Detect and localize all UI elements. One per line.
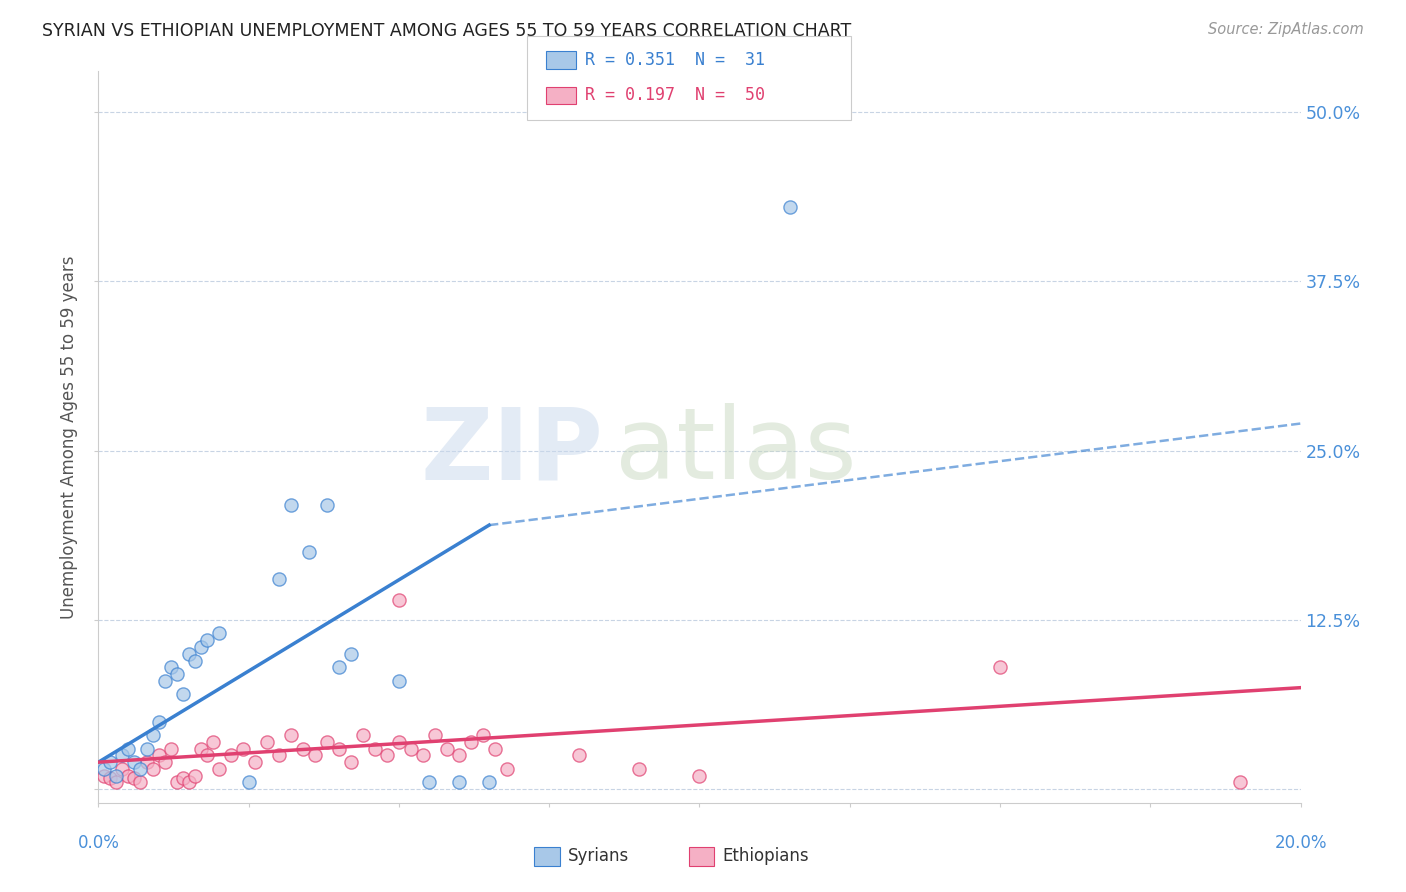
Point	[100, 772, 122, 786]
Point	[148, 748, 170, 763]
Point	[208, 626, 231, 640]
Point	[399, 741, 422, 756]
Point	[105, 769, 128, 783]
Point	[447, 775, 470, 789]
Point	[172, 772, 194, 786]
Point	[478, 775, 501, 789]
Point	[141, 762, 163, 776]
Point	[988, 660, 1011, 674]
Point	[177, 647, 200, 661]
Point	[256, 735, 278, 749]
Point	[124, 772, 146, 786]
Point	[190, 640, 212, 654]
Point	[195, 748, 218, 763]
Point	[117, 769, 139, 783]
Point	[352, 728, 374, 742]
Text: 20.0%: 20.0%	[1274, 834, 1327, 852]
Point	[135, 741, 157, 756]
Point	[177, 775, 200, 789]
Point	[195, 633, 218, 648]
Text: R = 0.197  N =  50: R = 0.197 N = 50	[585, 87, 765, 104]
Point	[267, 748, 290, 763]
Point	[135, 755, 157, 769]
Point	[484, 741, 506, 756]
Point	[364, 741, 387, 756]
Point	[243, 755, 266, 769]
Point	[1229, 775, 1251, 789]
Point	[340, 647, 363, 661]
Point	[141, 728, 163, 742]
Point	[280, 728, 302, 742]
Point	[100, 755, 122, 769]
Text: Ethiopians: Ethiopians	[723, 847, 810, 865]
Point	[166, 667, 188, 681]
Point	[93, 762, 115, 776]
Point	[388, 673, 411, 688]
Point	[412, 748, 434, 763]
Text: Source: ZipAtlas.com: Source: ZipAtlas.com	[1208, 22, 1364, 37]
Point	[340, 755, 363, 769]
Point	[153, 673, 176, 688]
Y-axis label: Unemployment Among Ages 55 to 59 years: Unemployment Among Ages 55 to 59 years	[60, 255, 79, 619]
Point	[117, 741, 139, 756]
Point	[628, 762, 651, 776]
Point	[129, 775, 152, 789]
Text: 0.0%: 0.0%	[77, 834, 120, 852]
Text: Syrians: Syrians	[568, 847, 630, 865]
Text: R = 0.351  N =  31: R = 0.351 N = 31	[585, 51, 765, 69]
Point	[568, 748, 591, 763]
Point	[280, 498, 302, 512]
Point	[472, 728, 495, 742]
Point	[201, 735, 224, 749]
Point	[315, 735, 337, 749]
Point	[315, 498, 337, 512]
Point	[328, 741, 350, 756]
Point	[238, 775, 260, 789]
Point	[111, 748, 134, 763]
Point	[183, 769, 205, 783]
Point	[375, 748, 398, 763]
Point	[460, 735, 482, 749]
Point	[418, 775, 440, 789]
Point	[388, 592, 411, 607]
Point	[447, 748, 470, 763]
Point	[779, 200, 801, 214]
Point	[328, 660, 350, 674]
Point	[291, 741, 314, 756]
Point	[93, 769, 115, 783]
Point	[148, 714, 170, 729]
Point	[159, 741, 181, 756]
Text: atlas: atlas	[616, 403, 858, 500]
Point	[129, 762, 152, 776]
Point	[153, 755, 176, 769]
Text: ZIP: ZIP	[420, 403, 603, 500]
Point	[111, 762, 134, 776]
Text: SYRIAN VS ETHIOPIAN UNEMPLOYMENT AMONG AGES 55 TO 59 YEARS CORRELATION CHART: SYRIAN VS ETHIOPIAN UNEMPLOYMENT AMONG A…	[42, 22, 852, 40]
Point	[159, 660, 181, 674]
Point	[423, 728, 446, 742]
Point	[689, 769, 711, 783]
Point	[183, 654, 205, 668]
Point	[298, 545, 321, 559]
Point	[219, 748, 242, 763]
Point	[124, 755, 146, 769]
Point	[232, 741, 254, 756]
Point	[267, 572, 290, 586]
Point	[496, 762, 519, 776]
Point	[304, 748, 326, 763]
Point	[172, 688, 194, 702]
Point	[105, 775, 128, 789]
Point	[166, 775, 188, 789]
Point	[208, 762, 231, 776]
Point	[190, 741, 212, 756]
Point	[436, 741, 458, 756]
Point	[388, 735, 411, 749]
